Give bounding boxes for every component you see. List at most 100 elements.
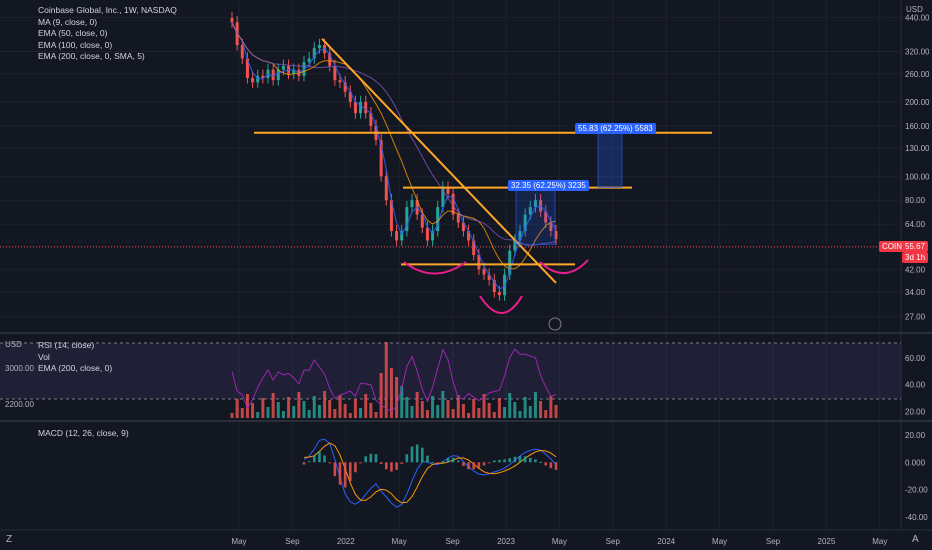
candle-body	[549, 222, 553, 232]
price-tick: 260.00	[905, 70, 930, 79]
macd-histogram-bar	[354, 462, 357, 473]
volume-bar	[497, 398, 501, 418]
downtrend-line	[321, 38, 557, 284]
volume-bar	[467, 413, 471, 418]
macd-legend: MACD (12, 26, close, 9)	[38, 428, 129, 440]
legend-vol[interactable]: Vol	[38, 351, 50, 362]
macd-histogram-bar	[503, 459, 506, 463]
macd-tick: 20.00	[905, 431, 926, 440]
macd-histogram-bar	[328, 462, 332, 464]
price-tick: 320.00	[905, 47, 930, 56]
volume-bar	[276, 402, 280, 418]
candle-body	[266, 69, 270, 78]
price-axis: 440.00 320.00 260.00 200.00 160.00 130.00 100.…	[905, 13, 930, 522]
macd-tick: -20.00	[905, 486, 928, 495]
currency-label: USD	[906, 5, 923, 14]
time-tick: Sep	[285, 537, 300, 546]
macd-histogram-bar	[405, 454, 409, 463]
volume-bar	[410, 406, 414, 418]
candle-body	[472, 240, 476, 256]
price-tick: 27.00	[905, 313, 926, 322]
volume-bar	[389, 368, 393, 418]
volume-bar	[405, 397, 409, 418]
volume-bar	[436, 405, 440, 418]
auto-scale-icon[interactable]: A	[912, 534, 919, 545]
candle-body	[251, 77, 255, 83]
time-tick: Sep	[766, 537, 781, 546]
candle-body	[425, 227, 429, 241]
vol-tick-3000: 3000.00	[5, 364, 34, 373]
legend-vol-ema[interactable]: EMA (200, close, 0)	[38, 363, 113, 373]
macd-histogram-bar	[312, 455, 316, 463]
ma-line-16	[231, 22, 557, 247]
volume-bar	[281, 411, 285, 418]
volume-bar	[518, 411, 522, 418]
legend-ema200[interactable]: EMA (200, close, 0, SMA, 5)	[38, 51, 145, 61]
candle-body	[333, 65, 337, 81]
legend-ema100[interactable]: EMA (100, close, 0)	[38, 39, 113, 50]
candle-body	[261, 75, 265, 78]
candle-body	[379, 140, 383, 177]
time-tick: 2025	[818, 537, 836, 546]
volume-bar	[441, 391, 445, 418]
legend-rsi[interactable]: RSI (14, close)	[38, 340, 95, 350]
macd-histogram-bar	[467, 462, 470, 470]
candle-body	[353, 101, 357, 114]
volume-bar	[395, 377, 399, 418]
volume-bar	[359, 408, 363, 418]
head-arc	[479, 295, 523, 314]
left-shoulder-arc	[403, 261, 467, 275]
timezone-icon[interactable]: Z	[6, 534, 13, 545]
candle-body	[364, 101, 368, 114]
macd-histogram-bar	[462, 462, 465, 466]
macd-histogram-bar	[518, 455, 522, 463]
projection-label-upper[interactable]: 55.83 (62.25%) 5583	[575, 123, 656, 134]
rsi-tick: 40.00	[905, 381, 926, 390]
legend-macd[interactable]: MACD (12, 26, close, 9)	[38, 428, 129, 438]
macd-histogram-bar	[487, 462, 491, 464]
time-tick: May	[231, 537, 246, 546]
volume-bar	[256, 412, 260, 418]
candle-body	[436, 207, 440, 232]
candle-body	[405, 207, 409, 232]
volume-bar	[292, 406, 296, 418]
volume-bar	[528, 406, 532, 418]
macd-histogram-bar	[539, 461, 542, 463]
projection-box-lower	[515, 189, 556, 245]
legend-ma9[interactable]: MA (9, close, 0)	[38, 16, 98, 27]
volume-bar	[400, 386, 404, 418]
macd-histogram-bar	[384, 462, 388, 470]
projection-box-upper	[597, 132, 623, 188]
volume-bar	[487, 403, 491, 418]
drawings	[254, 38, 712, 331]
legend-ema50[interactable]: EMA (50, close, 0)	[38, 28, 108, 38]
macd-histogram-bar	[441, 461, 445, 463]
volume-bar	[245, 394, 249, 418]
volume-bar	[420, 401, 424, 418]
macd-histogram-bar	[472, 462, 476, 470]
volume-bar	[492, 412, 496, 418]
macd-histogram-bar	[318, 451, 321, 463]
time-axis: May Sep 2022 May Sep 2023 May Sep 2024 May Sep 2025…	[231, 537, 887, 546]
price-tick: 42.00	[905, 265, 926, 274]
candle-body	[544, 211, 548, 223]
macd-histogram-bar	[544, 462, 548, 466]
volume-bar	[456, 395, 460, 418]
volume-bar	[369, 403, 373, 418]
candle-body	[307, 58, 311, 63]
price-tick: 34.00	[905, 288, 926, 297]
vol-tick-2200: 2200.00	[5, 400, 34, 409]
macd-histogram-bar	[379, 462, 383, 464]
volume-bar	[461, 404, 465, 418]
volume-bar	[353, 399, 357, 418]
macd-histogram-bar	[431, 462, 434, 464]
macd-histogram-bar	[554, 462, 558, 470]
candle-body	[441, 187, 445, 208]
macd-histogram-bar	[451, 457, 455, 463]
ma-line-9	[231, 22, 557, 270]
candle-body	[503, 274, 507, 296]
time-tick: May	[712, 537, 727, 546]
volume-bar	[348, 413, 352, 418]
projection-label-lower[interactable]: 32.35 (62.25%) 3235	[508, 180, 589, 191]
